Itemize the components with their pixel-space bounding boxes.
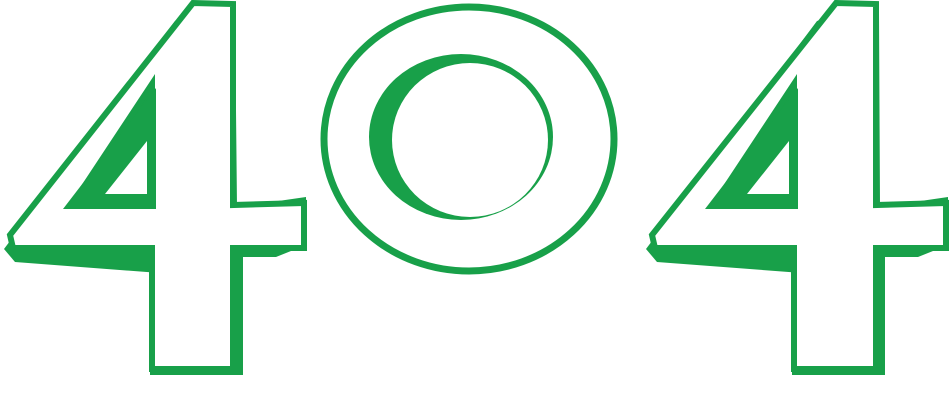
- digit-4-right-inner-triangle-hole: [747, 141, 789, 194]
- digit-4-left-inner-triangle-hole: [105, 141, 147, 194]
- digit-4-right: 4: [646, 0, 949, 375]
- digit-4-left: 4: [4, 0, 307, 375]
- digit-0-inner-counter: [392, 63, 548, 217]
- digit-4-left-face: [6, 0, 307, 372]
- digit-4-right-face: [648, 0, 949, 372]
- digit-0: 0: [320, 3, 618, 275]
